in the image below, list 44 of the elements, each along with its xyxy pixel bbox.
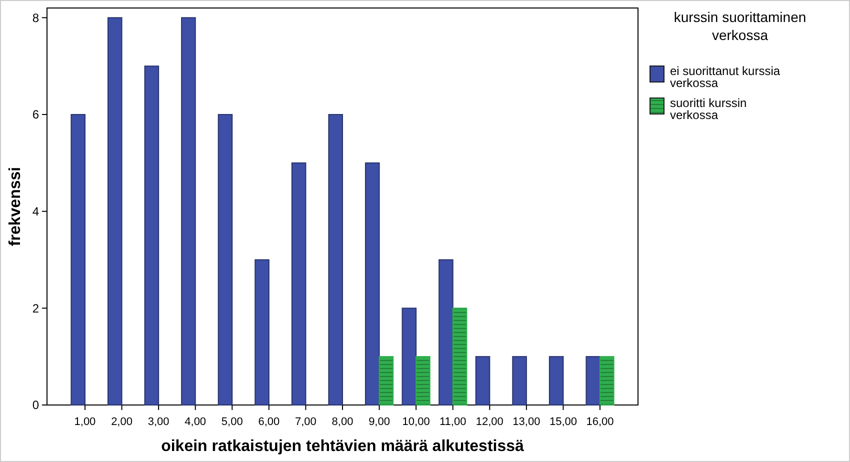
x-tick-label: 12,00 [476,416,504,428]
y-tick-label: 4 [32,204,40,219]
x-tick-label: 16,00 [586,416,614,428]
legend-label: suoritti kurssin verkossa [670,96,747,122]
bar [600,356,614,406]
y-tick-label: 0 [32,398,40,412]
legend-title: kurssin suorittaminen verkossa [674,9,806,43]
x-tick-label: 9,00 [368,416,390,428]
bar [586,356,601,406]
x-tick-label: 7,00 [295,416,316,428]
x-tick-label: 15,00 [549,416,577,428]
bar [144,66,160,406]
x-tick-label: 11,00 [440,416,466,428]
y-axis-title: frekvenssi [7,166,24,246]
legend-label: ei suorittanut kurssia verkossa [670,64,780,90]
bar [475,356,490,406]
x-tick-label: 4,00 [184,416,206,428]
bar [107,17,122,406]
bar [254,259,270,406]
x-tick-label: 2,00 [111,416,132,428]
x-tick-label: 8,00 [332,416,354,428]
x-tick-label: 3,00 [148,416,170,428]
y-tick-label: 2 [32,301,40,316]
bar [291,162,306,406]
bar [364,162,380,406]
x-tick-label: 10,00 [402,416,430,428]
y-tick-label: 6 [32,108,40,122]
bar [512,356,527,406]
bar [548,356,564,406]
x-tick-label: 1,00 [74,416,96,428]
x-tick-label: 6,00 [258,416,280,428]
bar [70,114,86,406]
bar [402,308,417,406]
y-tick-label: 8 [32,10,40,25]
bar [416,356,430,406]
bar [452,308,468,406]
x-axis-title: oikein ratkaistujen tehtävien määrä alkutestissä [161,438,524,455]
bar [438,259,454,406]
bar [328,114,343,406]
x-tick-label: 5,00 [221,416,243,428]
bar [181,17,196,406]
x-tick-label: 13,00 [512,416,540,428]
bar [378,356,394,406]
bar [218,114,233,406]
